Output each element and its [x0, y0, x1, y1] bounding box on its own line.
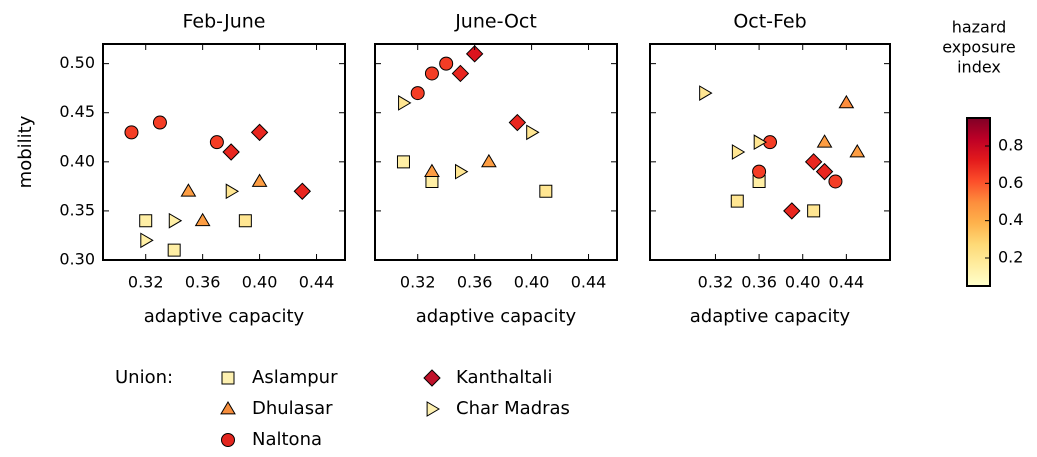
plot-frame	[102, 43, 346, 261]
colorbar-tick-label: 0.2	[998, 248, 1023, 267]
point	[168, 212, 183, 229]
panel-title: Oct-Feb	[733, 11, 806, 33]
point	[424, 66, 439, 81]
legend-marker	[221, 371, 235, 385]
x-tick-label: 0.44	[829, 273, 865, 292]
point	[731, 144, 746, 160]
legend-marker	[221, 433, 235, 447]
point	[455, 163, 469, 180]
legend-marker	[426, 401, 440, 417]
y-tick-label: 0.45	[59, 102, 95, 121]
y-tick-label: 0.50	[59, 53, 95, 72]
colorbar-label: exposure	[942, 38, 1016, 57]
colorbar-tick-label: 0.4	[998, 210, 1023, 229]
point	[398, 95, 412, 111]
point	[730, 194, 744, 208]
point	[439, 56, 454, 71]
point	[838, 94, 855, 109]
point	[807, 204, 821, 218]
point	[804, 153, 823, 171]
x-tick-label: 0.40	[514, 273, 550, 292]
legend-title: Union:	[115, 367, 173, 388]
point	[828, 174, 843, 189]
point	[752, 164, 767, 179]
legend-marker	[220, 401, 236, 415]
x-tick-label: 0.36	[185, 273, 221, 292]
point	[293, 182, 312, 200]
point	[699, 85, 713, 101]
point	[139, 214, 153, 228]
colorbar-tick-label: 0.6	[998, 173, 1023, 192]
point	[209, 135, 224, 150]
point	[250, 123, 269, 142]
point	[251, 173, 268, 187]
colorbar-label: index	[957, 58, 1001, 77]
legend-label: Char Madras	[456, 398, 570, 419]
point	[539, 184, 553, 198]
x-tick-label: 0.44	[299, 273, 335, 292]
point	[526, 124, 540, 141]
point	[225, 183, 240, 200]
point	[425, 174, 439, 188]
x-tick-label: 0.40	[242, 273, 278, 292]
panel-title: June-Oct	[454, 11, 537, 33]
x-axis-label: adaptive capacity	[144, 306, 305, 327]
point	[783, 202, 801, 220]
x-tick-label: 0.44	[571, 273, 607, 292]
x-tick-label: 0.32	[400, 273, 436, 292]
point	[816, 134, 833, 148]
point	[410, 86, 425, 101]
point	[124, 125, 139, 140]
x-axis-label: adaptive capacity	[416, 306, 577, 327]
point	[180, 183, 197, 197]
point	[238, 214, 252, 228]
point	[167, 243, 181, 257]
legend-label: Dhulasar	[252, 398, 333, 419]
y-axis-label: mobility	[15, 115, 36, 188]
point	[140, 232, 154, 249]
y-tick-label: 0.35	[59, 200, 95, 219]
point	[424, 163, 440, 178]
point	[152, 115, 167, 130]
point	[849, 144, 866, 158]
legend-label: Aslampur	[252, 367, 338, 388]
x-tick-label: 0.36	[741, 273, 777, 292]
legend-label: Naltona	[252, 429, 322, 450]
point	[815, 162, 834, 181]
colorbar	[966, 117, 991, 287]
point	[222, 143, 240, 161]
legend-marker	[423, 369, 441, 387]
plot-frame	[374, 43, 618, 261]
colorbar-label: hazard	[952, 18, 1007, 37]
colorbar-tick-label: 0.8	[998, 136, 1023, 155]
x-tick-label: 0.36	[457, 273, 493, 292]
point	[396, 155, 410, 169]
legend-label: Kanthaltali	[456, 367, 553, 388]
x-tick-label: 0.32	[698, 273, 734, 292]
x-axis-label: adaptive capacity	[690, 306, 851, 327]
y-tick-label: 0.40	[59, 151, 95, 170]
point	[194, 212, 211, 227]
y-tick-label: 0.30	[59, 250, 95, 269]
point	[465, 45, 484, 63]
point	[508, 113, 527, 132]
point	[451, 64, 470, 83]
point	[481, 153, 497, 168]
point	[753, 134, 768, 151]
panel-title: Feb-June	[183, 11, 266, 33]
x-tick-label: 0.40	[785, 273, 821, 292]
x-tick-label: 0.32	[128, 273, 164, 292]
plot-frame	[649, 43, 891, 261]
